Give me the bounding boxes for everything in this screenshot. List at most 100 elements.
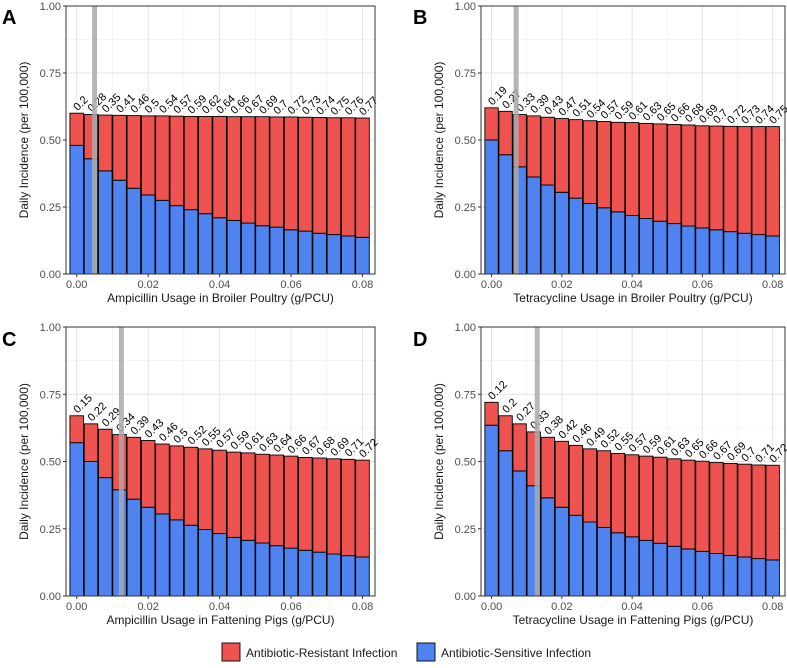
bar-resistant [582, 120, 598, 204]
bar-sensitive [126, 498, 142, 597]
bar-resistant [326, 117, 342, 236]
x-tick-label: 0.04 [621, 279, 642, 291]
y-axis-title: Daily Incidence (per 100,000) [17, 383, 31, 540]
panel-border [65, 326, 376, 597]
bar-sensitive [240, 539, 256, 597]
x-tick-label: 0.06 [692, 601, 713, 613]
bar-resistant [155, 443, 170, 515]
y-tick-label: 1.00 [455, 322, 476, 334]
bar-resistant [498, 110, 513, 156]
bar-sensitive [765, 235, 780, 275]
y-axis-title: Daily Incidence (per 100,000) [432, 62, 446, 219]
bar-sensitive [653, 220, 668, 275]
panel-letter: C [2, 329, 16, 351]
bar-sensitive [240, 222, 256, 275]
bar-sensitive [326, 234, 342, 275]
bar-sensitive [667, 223, 682, 275]
x-tick-label: 0.00 [481, 601, 502, 613]
x-tick-label: 0.08 [762, 279, 783, 291]
bar-resistant [737, 126, 752, 234]
bar-sensitive [526, 176, 541, 275]
bar-sensitive [498, 154, 513, 275]
bar-sensitive [596, 526, 612, 597]
bar-resistant [169, 115, 184, 207]
bar-resistant [312, 457, 327, 553]
bar-sensitive [326, 553, 342, 597]
bar-resistant [624, 454, 640, 538]
bar-resistant [751, 464, 766, 560]
bar-sensitive [681, 548, 696, 597]
x-axis-title: Ampicillin Usage in Broiler Poultry (g/P… [107, 291, 334, 305]
bar-resistant [98, 428, 113, 479]
x-tick-label: 0.08 [352, 279, 373, 291]
bar-resistant [709, 125, 724, 231]
x-axis-title: Tetracycline Usage in Fattening Pigs (g/… [513, 613, 754, 627]
bar-resistant [298, 457, 313, 551]
bar-sensitive [98, 477, 113, 597]
bar-resistant [183, 115, 199, 211]
bar-sensitive [69, 442, 84, 597]
x-tick-label: 0.06 [280, 279, 301, 291]
bar-resistant [126, 115, 142, 189]
bar-resistant [283, 116, 299, 231]
bar-resistant [198, 115, 213, 215]
bar-sensitive [340, 555, 356, 597]
bar-sensitive [610, 532, 626, 597]
y-tick-label: 0.00 [40, 591, 61, 603]
bar-resistant [326, 458, 342, 555]
y-tick-label: 0.00 [455, 591, 476, 603]
bar-resistant [484, 401, 499, 426]
bar-resistant [255, 116, 270, 227]
bar-resistant [484, 107, 499, 141]
bar-sensitive [69, 144, 84, 275]
bar-resistant [512, 423, 527, 472]
bar-resistant [298, 116, 313, 232]
current-usage-marker [513, 6, 519, 274]
bar-resistant [198, 448, 213, 531]
bar-resistant [568, 444, 584, 516]
bar-resistant [624, 122, 640, 217]
bar-resistant [126, 436, 142, 500]
bar-resistant [226, 451, 242, 538]
bar-resistant [140, 440, 156, 508]
bar-sensitive [667, 545, 682, 597]
bar-sensitive [653, 542, 668, 597]
bar-sensitive [140, 506, 156, 597]
panel-b: 0.00 0.25 0.50 0.75 1.00 0.00 0.02 0.04 0.06 0.08… [413, 1, 787, 305]
y-tick-label: 1.00 [40, 1, 61, 13]
bar-sensitive [269, 545, 285, 597]
bar-sensitive [283, 547, 299, 597]
bar-resistant [283, 455, 299, 549]
bar-sensitive [751, 558, 766, 597]
bar-resistant [582, 448, 598, 523]
bar-sensitive [610, 211, 626, 275]
y-tick-label: 0.75 [455, 68, 476, 80]
bar-resistant [340, 458, 356, 557]
bar-sensitive [681, 225, 696, 275]
bar-resistant [723, 462, 738, 556]
y-tick-label: 0.50 [40, 135, 61, 147]
bar-sensitive [765, 559, 780, 597]
legend: Antibiotic-Resistant Infection Antibiotic… [221, 642, 591, 662]
bar-resistant [140, 115, 156, 196]
bar-resistant [183, 446, 199, 526]
bar-sensitive [340, 235, 356, 275]
x-tick-label: 0.04 [209, 279, 230, 291]
panel-letter: A [2, 7, 16, 29]
bar-sensitive [226, 219, 242, 275]
y-tick-label: 0.75 [455, 389, 476, 401]
bar-sensitive [709, 229, 724, 275]
bar-sensitive [169, 205, 184, 275]
bar-resistant [540, 436, 555, 499]
bar-resistant [737, 463, 752, 558]
bar-sensitive [639, 539, 654, 597]
bar-sensitive [198, 529, 213, 597]
y-tick-label: 1.00 [455, 1, 476, 13]
bar-resistant [355, 117, 370, 238]
x-tick-label: 0.04 [209, 601, 230, 613]
current-usage-marker [534, 327, 540, 596]
legend-key-resistant [221, 642, 241, 662]
bar-sensitive [737, 232, 752, 275]
bar-sensitive [540, 184, 555, 275]
